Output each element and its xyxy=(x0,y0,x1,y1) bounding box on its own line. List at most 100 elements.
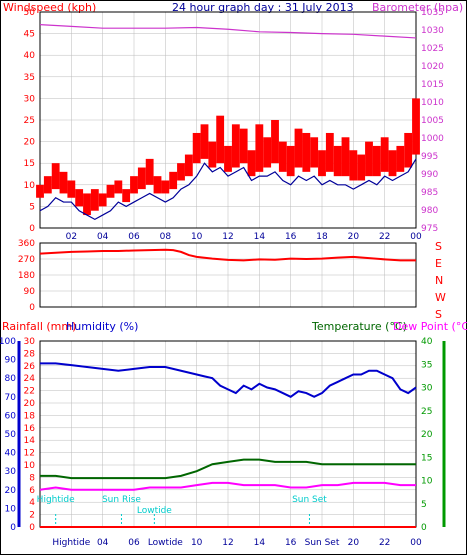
humidity-y-tick-label: 60 xyxy=(5,411,17,421)
dewpoint-line xyxy=(39,481,416,491)
wind-gust-bar xyxy=(247,150,256,177)
wind-gust-bar xyxy=(200,124,209,159)
panel3-x-tick-label: Hightide xyxy=(52,538,90,548)
wind-gust-bar xyxy=(192,132,201,164)
wind-gust-bar xyxy=(122,189,131,203)
wind-gust-bar xyxy=(380,137,389,172)
panel3-x-axis: Hightide 04 06 Lowtide 10 12 14 16 Sun Set 20 22 00 xyxy=(52,538,422,548)
wind-gust-bar xyxy=(208,141,217,168)
humidity-y-tick-label: 20 xyxy=(5,486,17,496)
barometer-line xyxy=(39,24,417,39)
compass-label: E xyxy=(435,257,442,270)
rainfall-y-tick-label: 22 xyxy=(24,387,35,397)
panel1-x-tick-label: 16 xyxy=(285,232,297,242)
humidity-y-tick-label: 10 xyxy=(5,504,17,514)
graph-title: 24 hour graph day : 31 July 2013 xyxy=(172,1,354,14)
wind-y-axis: 0 5 10 15 20 25 30 35 40 45 50 xyxy=(24,8,36,234)
barometer-y-axis: 975 980 985 990 995 1000 1005 1010 1015 1020 1025 1… xyxy=(421,8,444,234)
rainfall-y-tick-label: 26 xyxy=(24,362,36,372)
wind-y-tick-label: 30 xyxy=(24,94,36,104)
panel1-x-tick-label: 14 xyxy=(254,232,266,242)
wind-gust-bar xyxy=(294,128,303,168)
temperature-y-tick-label: 0 xyxy=(421,523,427,533)
wind-gust-bar xyxy=(310,137,319,168)
humidity-y-tick-label: 100 xyxy=(0,337,16,347)
rainfall-y-tick-label: 2 xyxy=(29,511,35,521)
wind-gust-bar xyxy=(239,128,248,164)
compass-label: W xyxy=(435,291,446,304)
rainfall-y-tick-label: 4 xyxy=(29,498,35,508)
panel3-x-tick-label: 06 xyxy=(128,538,140,548)
wind-gust-bar xyxy=(43,176,52,194)
wind-gust-bar xyxy=(255,124,264,172)
temperature-line xyxy=(40,458,416,480)
barometer-y-tick-label: 1005 xyxy=(421,116,444,126)
annotation-label: Sun Set xyxy=(292,495,327,505)
rainfall-y-tick-label: 16 xyxy=(24,424,36,434)
wind-gust-bar xyxy=(271,120,279,164)
barometer-y-tick-label: 1010 xyxy=(421,98,444,108)
temperature-y-tick-label: 20 xyxy=(421,430,433,440)
wind-gust-bar xyxy=(184,154,193,177)
panel1-x-tick-label: 02 xyxy=(66,232,77,242)
panel3-x-tick-label: 12 xyxy=(222,538,233,548)
rainfall-y-tick-label: 8 xyxy=(29,473,35,483)
barometer-y-tick-label: 1030 xyxy=(421,26,444,36)
wind-gust-bar xyxy=(106,184,115,198)
panel3-x-tick-label: 20 xyxy=(348,538,360,548)
panel1-x-tick-label: 06 xyxy=(128,232,140,242)
wind-gust-bar xyxy=(224,145,232,172)
compass-label: N xyxy=(435,274,443,287)
temperature-label: Temperature (°C) xyxy=(311,320,407,333)
wind-gust-bar xyxy=(302,132,311,172)
direction-y-tick-label: 180 xyxy=(18,271,35,281)
panel3-x-tick-label: Sun Set xyxy=(305,538,340,548)
panel3-x-tick-label: 14 xyxy=(254,538,266,548)
wind-gust-bar xyxy=(365,141,373,177)
barometer-y-tick-label: 990 xyxy=(421,170,438,180)
wind-gust-bar xyxy=(51,163,60,190)
barometer-y-tick-label: 1000 xyxy=(421,134,444,144)
wind-gust-bar xyxy=(349,150,358,181)
panel3-x-tick-label: 16 xyxy=(285,538,297,548)
barometer-y-tick-label: 975 xyxy=(421,224,438,234)
wind-gust-bar xyxy=(161,180,170,194)
wind-gust-bar xyxy=(263,137,272,168)
panel3-x-tick-label: 04 xyxy=(97,538,109,548)
wind-gust-bar xyxy=(137,167,146,190)
wind-gust-bar xyxy=(286,145,295,177)
wind-y-tick-label: 45 xyxy=(24,30,35,40)
wind-y-tick-label: 10 xyxy=(24,181,36,191)
rainfall-label: Rainfall (mm) xyxy=(2,320,76,333)
right-axis-label: Barometer (hpa) xyxy=(372,1,463,14)
panel1-x-tick-label: 04 xyxy=(97,232,109,242)
temperature-y-tick-label: 10 xyxy=(421,477,433,487)
wind-gust-bar xyxy=(388,150,397,177)
panel1-x-tick-label: 20 xyxy=(348,232,360,242)
temperature-y-tick-label: 40 xyxy=(421,337,433,347)
wind-gust-bars xyxy=(36,98,420,216)
humidity-y-tick-label: 70 xyxy=(5,393,17,403)
humidity-y-tick-label: 90 xyxy=(5,356,17,366)
humidity-y-tick-label: 40 xyxy=(5,449,17,459)
barometer-y-tick-label: 1020 xyxy=(421,62,444,72)
rainfall-y-tick-label: 14 xyxy=(24,436,36,446)
panel1-x-tick-label: 08 xyxy=(160,232,172,242)
panel3-x-tick-label: Lowtide xyxy=(148,538,183,548)
panel1-x-tick-label: 12 xyxy=(222,232,233,242)
panel1-x-tick-label: 10 xyxy=(191,232,203,242)
panel3-x-tick-label: 00 xyxy=(410,538,422,548)
humidity-y-tick-label: 30 xyxy=(5,467,17,477)
rainfall-y-tick-label: 0 xyxy=(29,523,35,533)
wind-y-tick-label: 50 xyxy=(24,8,36,18)
panel1-x-tick-label: 18 xyxy=(316,232,328,242)
panel3-x-tick-label: 22 xyxy=(379,538,390,548)
wind-gust-bar xyxy=(278,141,287,172)
temperature-y-tick-label: 30 xyxy=(421,384,433,394)
wind-gust-bar xyxy=(341,137,350,177)
wind-gust-bar xyxy=(98,193,107,207)
direction-y-axis: 0 90 180 270 360 xyxy=(18,239,35,313)
